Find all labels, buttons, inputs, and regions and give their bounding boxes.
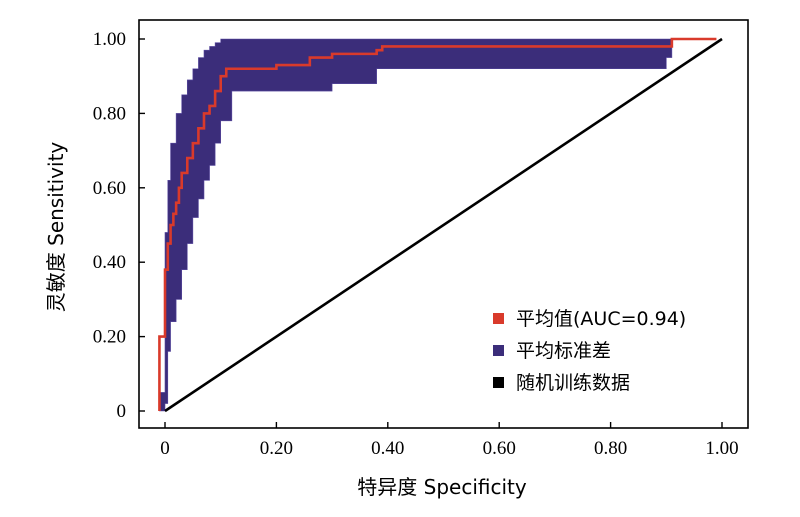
x-tick-label: 0 [160,438,170,459]
y-tick-label: 0.40 [93,252,126,273]
legend: 平均值(AUC=0.94) 平均标准差 随机训练数据 [493,308,686,394]
x-tick-label: 0.40 [371,438,404,459]
legend-swatch-mean [493,313,504,324]
axis-ticks: 0 0.20 0.40 0.60 0.80 1.00 0 0.20 0.40 0.60 0.80 1.… [93,29,739,459]
x-tick-label: 0.80 [594,438,627,459]
legend-swatch-random [493,377,504,388]
y-tick-label: 0.60 [93,178,126,199]
x-axis-title: 特异度 Specificity [357,475,527,499]
x-tick-label: 0.20 [260,438,293,459]
legend-label-mean: 平均值(AUC=0.94) [516,308,686,330]
std-band-area [159,38,673,412]
x-tick-label: 0.60 [483,438,516,459]
random-diagonal-line [164,37,723,413]
legend-label-random: 随机训练数据 [516,372,630,394]
plot-frame [138,19,749,429]
x-tick-label: 1.00 [705,438,738,459]
y-axis-title: 灵敏度 Sensitivity [44,142,68,313]
y-tick-label: 1.00 [93,29,126,50]
std-band-layer [159,38,673,412]
y-tick-label: 0.80 [93,103,126,124]
y-tick-label: 0.20 [93,327,126,348]
series-line-layer [158,37,723,413]
legend-swatch-std [493,345,504,356]
mean-roc-line [158,37,717,411]
legend-label-std: 平均标准差 [516,340,611,362]
y-tick-label: 0 [117,401,127,422]
